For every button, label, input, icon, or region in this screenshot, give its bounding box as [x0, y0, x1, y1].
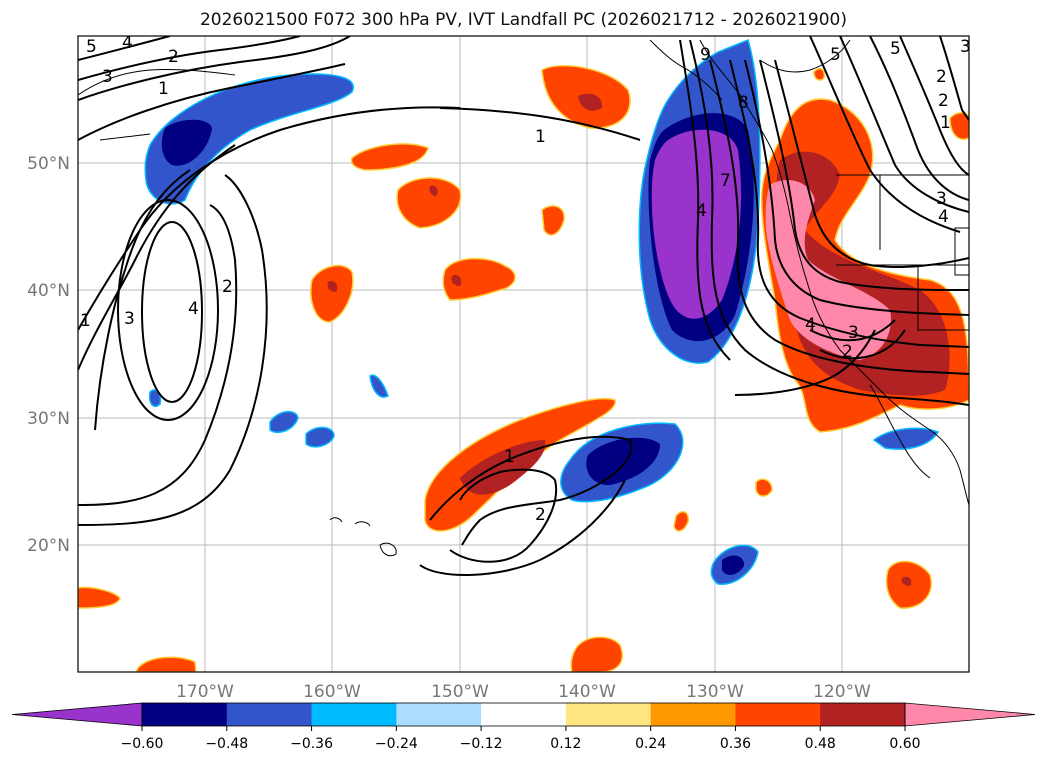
contour-label: 9 — [700, 45, 711, 65]
lat-label: 30°N — [27, 409, 70, 429]
lat-label: 20°N — [27, 536, 70, 556]
lon-label: 160°W — [303, 682, 361, 702]
contour-label: 8 — [738, 93, 749, 113]
map-frame — [77, 35, 970, 673]
contour-label: 2 — [938, 91, 949, 111]
lon-label: 170°W — [176, 682, 234, 702]
lon-label: 150°W — [431, 682, 489, 702]
contour-label: 1 — [940, 113, 951, 133]
colorbar-segment — [820, 703, 906, 726]
contour-label: 5 — [830, 45, 841, 65]
contour-label: 4 — [188, 299, 199, 319]
contour-label: 2 — [168, 47, 179, 67]
negative-pv-shading — [144, 38, 940, 585]
colorbar-segment — [481, 703, 567, 726]
colorbar-tick-label: −0.24 — [375, 736, 418, 752]
contour-label: 4 — [938, 207, 949, 227]
colorbar-frame — [141, 702, 906, 727]
colorbar-segment — [311, 703, 397, 726]
blue-blob-small-4 — [148, 389, 162, 408]
lon-label: 140°W — [558, 682, 616, 702]
blue-blob-small-2 — [305, 426, 335, 448]
colorbar-segment — [904, 702, 1036, 727]
colorbar-tick-label: 0.12 — [550, 736, 581, 752]
colorbar-segment — [226, 703, 313, 726]
colorbar: −0.60 −0.48 −0.36 −0.24 −0.12 0.12 0.24 0.36 0.4… — [11, 702, 1036, 752]
orange-blob-small-4 — [813, 67, 826, 81]
contour-label: 2 — [222, 277, 233, 297]
lon-label: 120°W — [813, 682, 871, 702]
contour-label: 3 — [960, 37, 971, 57]
contour-label: 4 — [805, 315, 816, 335]
orange-blob-3 — [541, 205, 565, 236]
contour-label: 3 — [124, 309, 135, 329]
colorbar-tick-label: −0.12 — [460, 736, 503, 752]
blue-blob-small-1 — [269, 410, 299, 434]
lat-label: 40°N — [27, 281, 70, 301]
colorbar-segment — [650, 703, 736, 726]
colorbar-segment — [565, 703, 652, 726]
orange-blob-5 — [442, 257, 516, 301]
contour-label: 1 — [80, 311, 91, 331]
contour-label: 1 — [158, 79, 169, 99]
contour-label: 1 — [504, 447, 515, 467]
longitude-labels: 170°W 160°W 150°W 140°W 130°W 120°W — [176, 682, 871, 702]
ivt-contours — [78, 36, 969, 576]
contour-label: 3 — [936, 189, 947, 209]
colorbar-segment — [735, 703, 821, 726]
contour-label: 3 — [102, 67, 113, 87]
colorbar-tick-label: 0.60 — [889, 736, 920, 752]
colorbar-tick-label: 0.48 — [805, 736, 836, 752]
orange-blob-south-2 — [570, 636, 623, 672]
lon-label: 130°W — [686, 682, 744, 702]
colorbar-segment — [11, 702, 143, 727]
contour-label: 4 — [696, 201, 707, 221]
contour-labels: 5 4 3 2 1 1 2 3 4 1 3 4 2 1 2 9 8 7 4 5 … — [80, 33, 971, 525]
contour-label: 2 — [936, 67, 947, 87]
colorbar-tick-label: 0.36 — [720, 736, 751, 752]
contour-label: 2 — [842, 342, 853, 362]
colorbar-tick-label: 0.24 — [635, 736, 666, 752]
orange-blob-small-3 — [949, 112, 969, 140]
colorbar-segment — [142, 703, 228, 726]
contour-label: 1 — [535, 127, 546, 147]
latitude-labels: 50°N 40°N 30°N 20°N — [27, 154, 70, 556]
blue-blob-small-3 — [369, 374, 389, 398]
colorbar-segment — [396, 703, 482, 726]
contour-label: 5 — [890, 39, 901, 59]
contour-label: 7 — [720, 171, 731, 191]
contour-label: 5 — [86, 37, 97, 57]
colorbar-tick-label: −0.36 — [290, 736, 333, 752]
colorbar-tick-label: −0.60 — [121, 736, 164, 752]
map-title: 2026021500 F072 300 hPa PV, IVT Landfall… — [199, 10, 847, 30]
contour-label: 4 — [122, 33, 133, 53]
colorbar-tick-label: −0.48 — [205, 736, 248, 752]
contour-label: 3 — [848, 323, 859, 343]
lat-label: 50°N — [27, 154, 70, 174]
orange-blob-west-edge — [78, 586, 121, 609]
orange-blob-small-1 — [673, 511, 690, 532]
orange-blob-1 — [350, 143, 429, 171]
orange-blob-4 — [310, 264, 354, 323]
orange-blob-small-2 — [755, 478, 773, 497]
contour-label: 2 — [535, 505, 546, 525]
orange-blob-2 — [396, 177, 462, 229]
blue-blob-baja — [872, 427, 940, 450]
